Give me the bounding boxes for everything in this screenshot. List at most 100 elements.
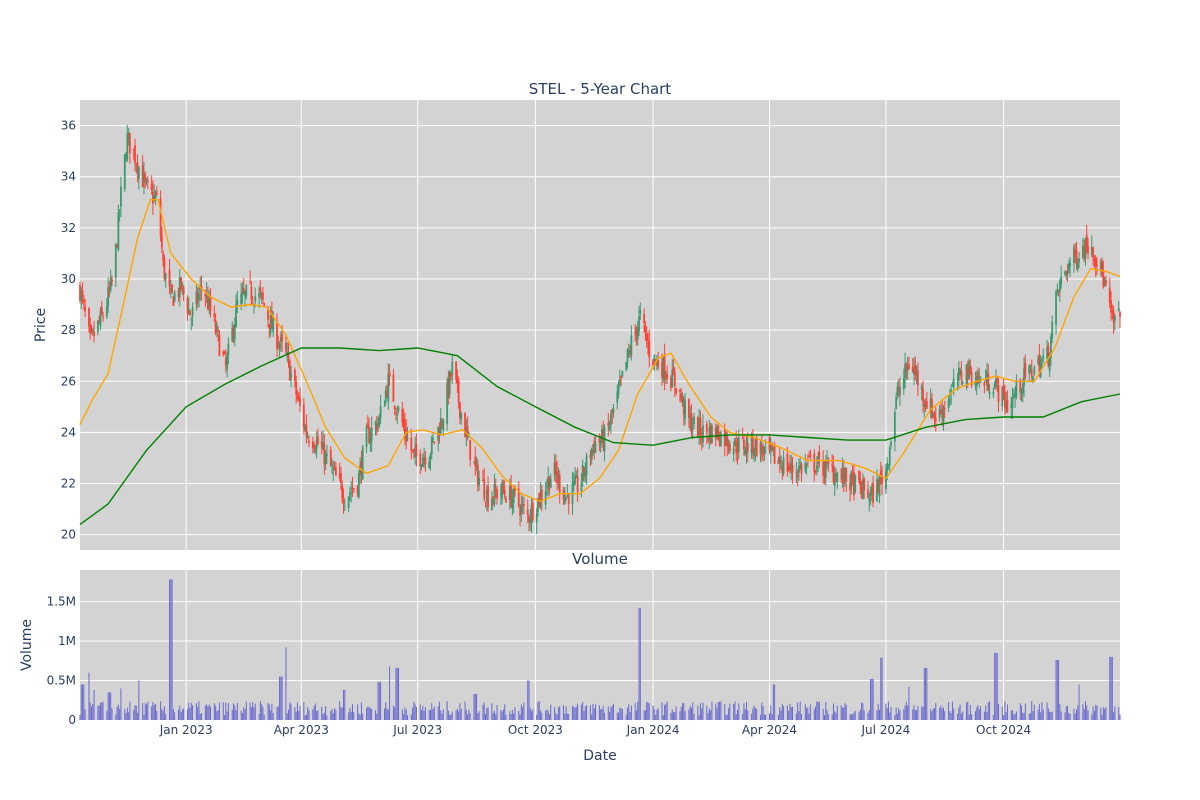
candle-body (111, 279, 113, 282)
volume-bar (1096, 705, 1098, 720)
moving-average-short-line (79, 199, 1121, 503)
volume-bar (245, 701, 247, 720)
volume-bar (469, 712, 471, 720)
volume-bar (756, 708, 758, 720)
volume-bar (634, 703, 636, 720)
volume-bar (836, 705, 838, 720)
candle-body (1005, 402, 1008, 405)
volume-bar (84, 708, 86, 720)
volume-bar (724, 704, 726, 720)
candle-body (805, 464, 808, 466)
candle-body (502, 486, 505, 492)
volume-bar (441, 713, 443, 720)
candle-body (411, 449, 414, 451)
price-tick-label: 32 (61, 221, 76, 235)
volume-bar (262, 707, 264, 720)
candle-body (840, 475, 843, 477)
candle-body (885, 471, 887, 489)
volume-bar (876, 710, 878, 720)
volume-bar (335, 709, 337, 720)
candle-body (959, 369, 961, 373)
candle-body (626, 349, 629, 362)
candle-body (755, 437, 758, 457)
volume-bar (610, 707, 612, 720)
candle-body (320, 441, 323, 448)
volume-bar (190, 703, 192, 720)
volume-bar (825, 701, 827, 720)
volume-bar (377, 682, 379, 720)
candle-body (858, 470, 860, 480)
volume-bar (595, 704, 597, 720)
candle-body (693, 416, 695, 425)
volume-bar (637, 701, 639, 720)
volume-bar (380, 682, 382, 720)
volume-bar (690, 707, 692, 720)
volume-bar (953, 708, 955, 720)
volume-bar (710, 710, 712, 720)
candle-body (1012, 393, 1015, 396)
volume-bar (477, 713, 479, 720)
volume-bar (505, 714, 507, 720)
volume-bar (540, 710, 542, 720)
candle-body (741, 437, 744, 439)
volume-bar (449, 714, 451, 720)
candle-body (97, 320, 99, 333)
candle-body (438, 430, 441, 436)
candle-body (836, 472, 839, 483)
volume-bar (949, 711, 951, 720)
volume-bar (253, 707, 255, 720)
volume-bar (679, 711, 681, 720)
candle-body (876, 479, 878, 502)
candle-body (152, 191, 154, 204)
volume-bar (204, 705, 206, 720)
volume-bar (554, 707, 556, 720)
candle-body (635, 327, 638, 337)
volume-bar (231, 709, 233, 720)
volume-bar (153, 705, 155, 720)
volume-bar (826, 709, 828, 720)
volume-bar (1101, 714, 1103, 720)
candle-body (671, 369, 674, 388)
volume-bar (786, 705, 788, 720)
candle-body (609, 414, 612, 425)
candle-body (620, 376, 623, 378)
price-tick-label: 28 (61, 323, 76, 337)
candle-body (302, 404, 305, 428)
candle-body (1105, 279, 1107, 285)
candle-body (583, 466, 585, 476)
volume-bar (822, 708, 824, 720)
candle-body (1038, 355, 1041, 375)
volume-bar (367, 706, 369, 720)
candle-body (100, 306, 103, 314)
candle-body (324, 452, 327, 465)
volume-bar (619, 707, 621, 720)
candle-body (1110, 300, 1112, 313)
candle-body (791, 464, 794, 473)
volume-bar (250, 707, 252, 720)
candle-body (333, 467, 336, 469)
volume-bar (774, 684, 776, 720)
candle-body (835, 478, 837, 483)
candle-body (744, 449, 747, 455)
volume-bar (591, 714, 593, 720)
volume-y-ticks: 0 0.5M 1M 1.5M (47, 595, 76, 727)
candle-body (951, 385, 954, 386)
candle-body (718, 438, 721, 445)
candle-body (823, 471, 826, 475)
volume-bar (199, 713, 201, 720)
volume-bar (816, 701, 818, 720)
candle-body (914, 365, 917, 375)
candle-body (456, 377, 459, 384)
volume-bar (423, 710, 425, 720)
volume-bar (950, 712, 952, 720)
volume-bar (79, 714, 81, 720)
volume-bar (1114, 706, 1116, 720)
candle-body (1023, 368, 1025, 386)
volume-bar (162, 710, 164, 720)
volume-bar (965, 702, 967, 720)
candle-body (684, 400, 686, 419)
date-tick-label: Apr 2024 (742, 723, 797, 737)
candle-body (902, 378, 905, 390)
candle-body (592, 445, 594, 447)
volume-bar (510, 714, 512, 720)
